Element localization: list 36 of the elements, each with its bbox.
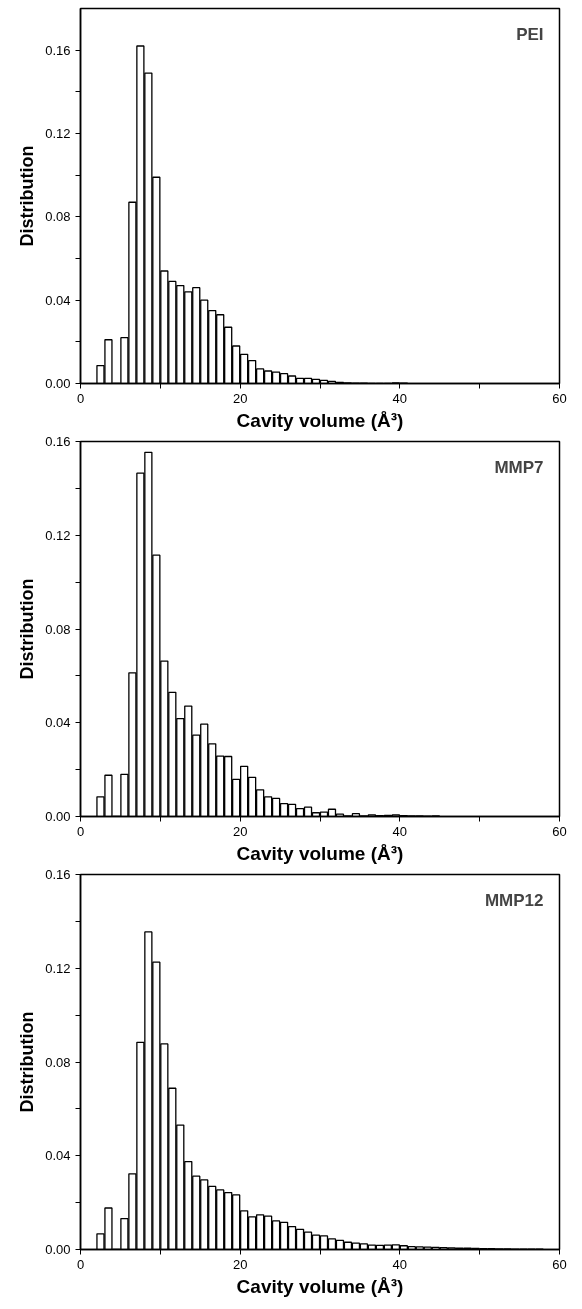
x-axis-title: Cavity volume (Å³)	[236, 842, 404, 864]
x-tick-label: 40	[392, 823, 408, 839]
y-axis-title: Distribution	[17, 1011, 38, 1113]
y-tick-label: 0.08	[45, 1054, 71, 1070]
x-tick-label: 40	[392, 390, 408, 406]
x-tick-label: 0	[76, 390, 85, 406]
y-tick-label: 0.00	[45, 376, 71, 391]
y-axis-title: Distribution	[17, 578, 38, 680]
y-tick-label: 0.04	[45, 1148, 71, 1164]
x-tick-label: 40	[392, 1256, 408, 1272]
x-tick-label: 60	[552, 1256, 567, 1272]
x-tick-label: 0	[76, 823, 85, 839]
y-tick-label: 0.16	[45, 867, 71, 882]
y-tick-label: 0.08	[45, 209, 71, 225]
y-tick-label: 0.04	[45, 292, 71, 308]
x-tick-label: 60	[552, 823, 567, 839]
y-tick-label: 0.12	[45, 126, 71, 141]
x-tick-label: 0	[76, 1256, 85, 1272]
y-tick-label: 0.16	[45, 42, 71, 58]
x-tick-label: 20	[232, 1256, 248, 1272]
x-tick-label: 20	[232, 823, 248, 839]
annotation: MMP7	[494, 458, 544, 478]
y-tick-label: 0.00	[45, 809, 71, 824]
y-tick-label: 0.16	[45, 434, 71, 449]
y-tick-label: 0.00	[45, 1242, 71, 1257]
y-tick-label: 0.12	[45, 960, 71, 976]
y-tick-label: 0.12	[45, 527, 71, 543]
x-axis-title: Cavity volume (Å³)	[236, 409, 404, 431]
x-tick-label: 20	[232, 390, 248, 406]
y-tick-label: 0.04	[45, 715, 71, 731]
x-axis-title: Cavity volume (Å³)	[236, 1275, 404, 1297]
x-tick-label: 60	[552, 390, 567, 406]
annotation: PEI	[516, 25, 544, 45]
y-tick-label: 0.08	[45, 621, 71, 637]
annotation: MMP12	[484, 891, 544, 911]
y-axis-title: Distribution	[17, 145, 38, 247]
